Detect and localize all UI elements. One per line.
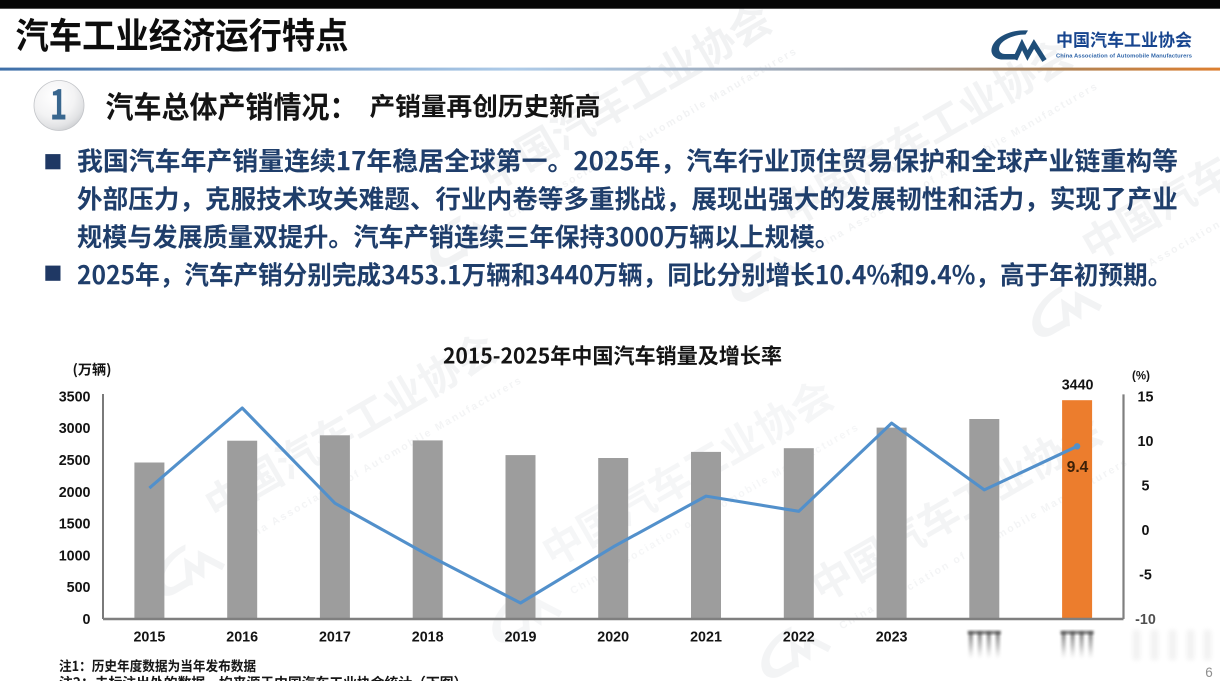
svg-text:2023: 2023 — [876, 630, 908, 646]
svg-text:3440: 3440 — [1062, 378, 1094, 394]
svg-text:6: 6 — [1205, 665, 1213, 680]
svg-text:2019: 2019 — [505, 630, 537, 646]
svg-text:1500: 1500 — [59, 517, 91, 533]
svg-text:5: 5 — [1142, 478, 1150, 494]
svg-text:10: 10 — [1138, 434, 1154, 450]
svg-text:2020: 2020 — [597, 630, 629, 646]
svg-text:2000: 2000 — [59, 485, 91, 501]
svg-text:2015: 2015 — [133, 630, 165, 646]
svg-text:2018: 2018 — [412, 630, 444, 646]
svg-text:(%): (%) — [1132, 371, 1150, 383]
svg-text:-5: -5 — [1139, 568, 1152, 584]
svg-text:0: 0 — [1142, 523, 1150, 539]
svg-text:2021: 2021 — [690, 630, 722, 646]
svg-text:3000: 3000 — [59, 421, 91, 437]
svg-text:2017: 2017 — [319, 630, 351, 646]
svg-text:15: 15 — [1138, 389, 1154, 405]
svg-text:3500: 3500 — [59, 389, 91, 405]
svg-text:500: 500 — [67, 580, 91, 596]
svg-text:2016: 2016 — [226, 630, 258, 646]
svg-text:2022: 2022 — [783, 630, 815, 646]
svg-text:0: 0 — [83, 612, 91, 628]
svg-text:China Association of Automobil: China Association of Automobile Manufact… — [1056, 54, 1192, 60]
svg-text:2500: 2500 — [59, 453, 91, 469]
svg-text:9.4: 9.4 — [1067, 459, 1089, 476]
svg-text:1000: 1000 — [59, 548, 91, 564]
